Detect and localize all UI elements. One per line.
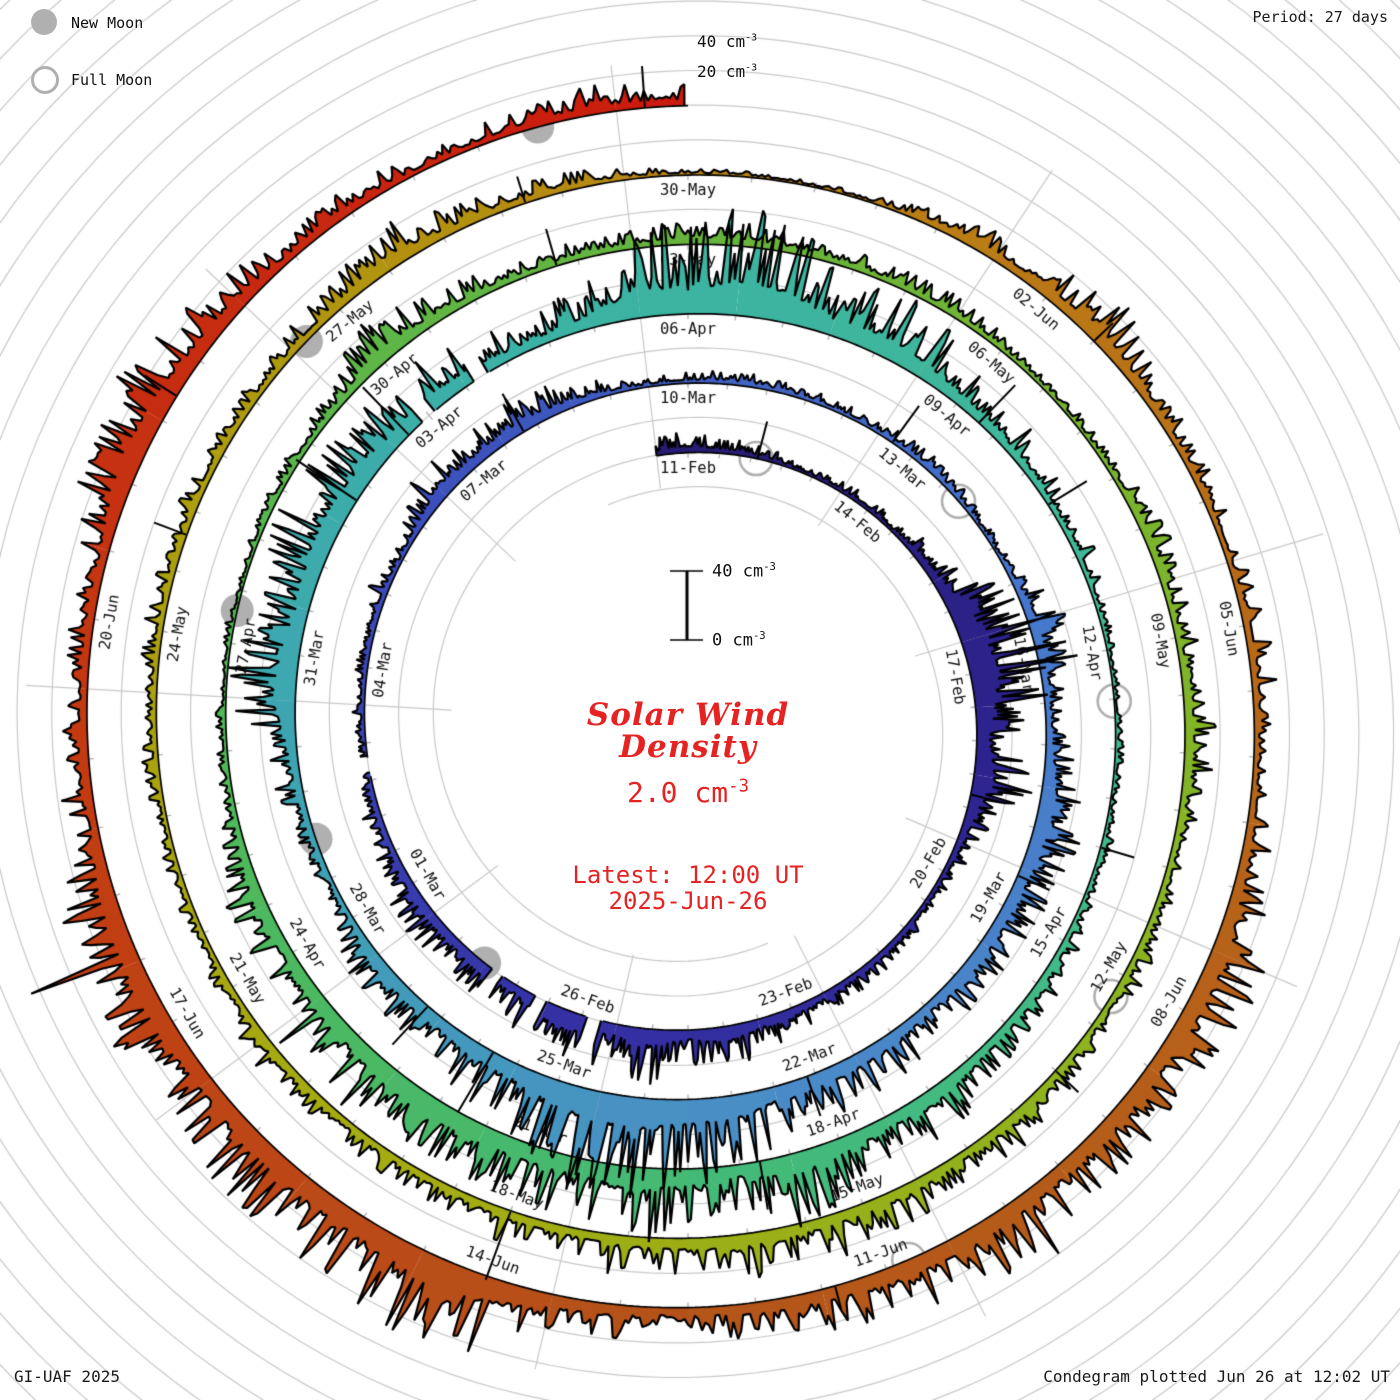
legend-full-moon-label: Full Moon: [71, 71, 153, 89]
latest-time-label: Latest: 12:00 UT: [572, 861, 804, 889]
center-scale-40: 40 cm-3: [712, 561, 776, 582]
center-scale-0-text: 0 cm: [712, 630, 753, 651]
latest-density-number: 2.0 cm: [626, 776, 729, 809]
outer-scale-40-exp: -3: [745, 32, 758, 44]
credit-label: GI-UAF 2025: [14, 1367, 120, 1386]
outer-scale-20: 20 cm-3: [697, 62, 757, 81]
period-label: Period: 27 days: [1252, 8, 1388, 26]
center-scale-0-exp: -3: [752, 630, 766, 642]
legend-new-moon-label: New Moon: [71, 14, 144, 32]
full-moon-icon: [31, 66, 59, 94]
outer-scale-20-exp: -3: [745, 62, 758, 74]
latest-density-value: 2.0 cm-3: [488, 776, 888, 809]
center-scale-40-text: 40 cm: [712, 561, 764, 582]
new-moon-icon: [31, 9, 57, 35]
latest-date-label: 2025-Jun-26: [608, 887, 768, 915]
center-scale-0: 0 cm-3: [712, 630, 766, 651]
outer-scale-40: 40 cm-3: [697, 32, 757, 51]
latest-density-exp: -3: [728, 776, 750, 797]
outer-scale-20-text: 20 cm: [697, 62, 746, 81]
chart-title-line1: Solar Wind: [586, 697, 790, 733]
outer-scale-40-text: 40 cm: [697, 32, 746, 51]
center-scale-40-exp: -3: [763, 561, 776, 573]
plotted-label: Condegram plotted Jun 26 at 12:02 UT: [1043, 1367, 1390, 1386]
chart-title-line2: Density: [619, 729, 757, 765]
